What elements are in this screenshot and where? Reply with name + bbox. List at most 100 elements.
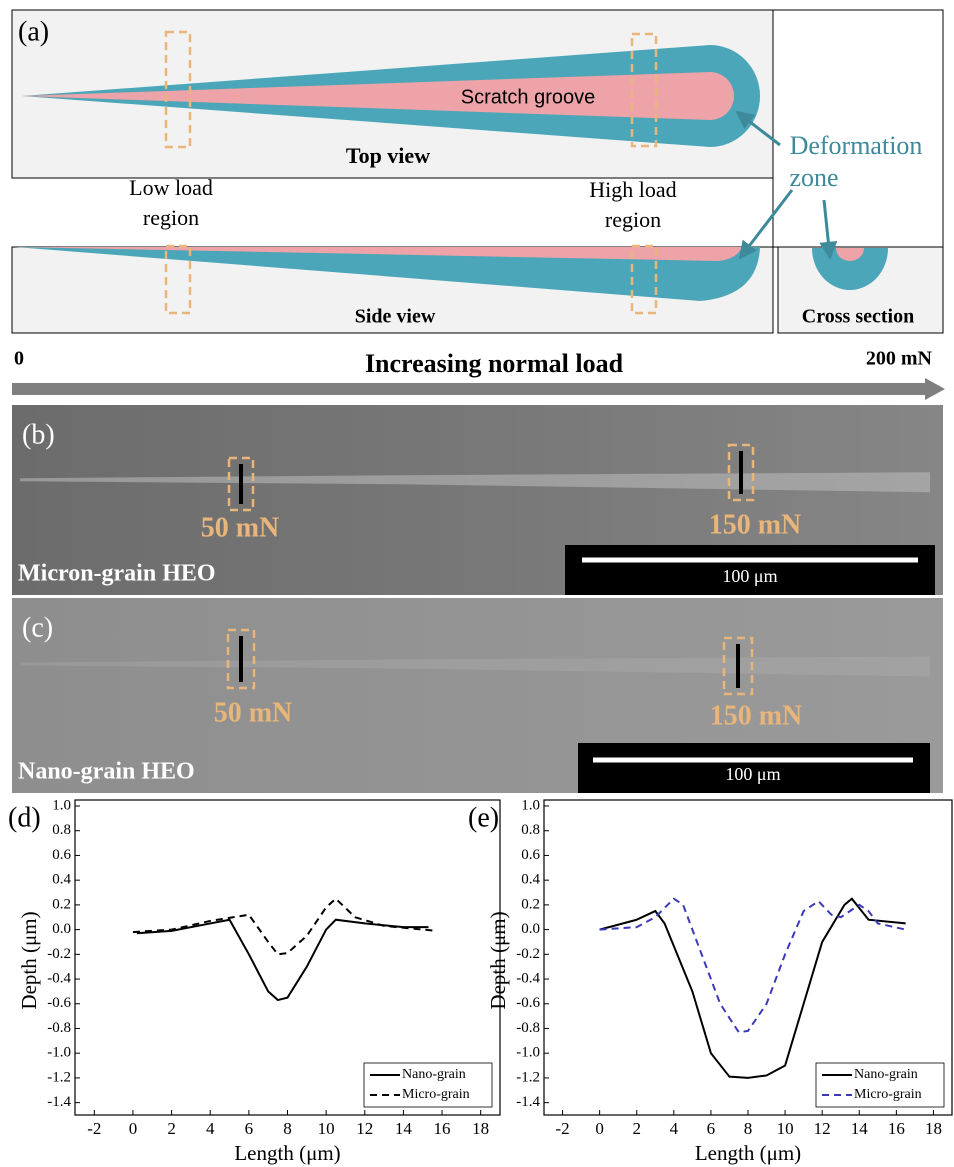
sample-name: Nano-grain HEO bbox=[18, 759, 195, 785]
y-tick-label: 0.8 bbox=[521, 822, 540, 838]
panel-label: (c) bbox=[22, 612, 53, 643]
x-tick-label: 2 bbox=[167, 1119, 176, 1138]
y-tick-label: -1.4 bbox=[516, 1094, 540, 1110]
panel-label: (e) bbox=[468, 802, 499, 833]
data-line bbox=[132, 897, 437, 956]
micrograph: (b) 50 mN 150 mN Micron-grain HEO 100 μm bbox=[12, 405, 943, 595]
load-label: 50 mN bbox=[214, 697, 293, 728]
right-box bbox=[772, 9, 944, 248]
load-box bbox=[727, 443, 755, 502]
x-tick-label: 4 bbox=[206, 1119, 215, 1138]
x-tick-label: 18 bbox=[472, 1119, 489, 1138]
x-tick-label: 10 bbox=[318, 1119, 335, 1138]
scale-bar-label: 100 μm bbox=[722, 566, 777, 586]
scratch-track bbox=[20, 656, 930, 677]
y-tick-label: -1.0 bbox=[47, 1045, 71, 1061]
deformation-zone-side bbox=[15, 247, 760, 301]
x-tick-label: 0 bbox=[595, 1119, 604, 1138]
y-tick-label: 0.0 bbox=[52, 921, 71, 937]
groove-label: Scratch groove bbox=[461, 86, 596, 108]
scale-bar-bg bbox=[578, 743, 930, 793]
load-arrow bbox=[12, 378, 945, 400]
cross-section-label: Cross section bbox=[802, 306, 914, 328]
x-axis-label: Length (μm) bbox=[234, 1141, 340, 1165]
load-label: 50 mN bbox=[201, 512, 280, 543]
y-tick-label: 1.0 bbox=[521, 797, 540, 813]
legend-label: Micro-grain bbox=[854, 1087, 922, 1102]
load-label: 150 mN bbox=[710, 700, 803, 731]
y-axis-label: Depth (μm) bbox=[17, 911, 41, 1009]
y-tick-label: 0.2 bbox=[52, 896, 71, 912]
load-title: Increasing normal load bbox=[365, 349, 624, 378]
panel-label: (b) bbox=[22, 419, 55, 450]
y-tick-label: 0.8 bbox=[52, 822, 71, 838]
high-load-box bbox=[630, 32, 658, 148]
y-tick-label: -0.2 bbox=[47, 946, 71, 962]
data-line bbox=[599, 897, 906, 1079]
high-load-label: region bbox=[605, 207, 661, 232]
micrograph: (c) 50 mN 150 mN Nano-grain HEO 100 μm bbox=[12, 598, 943, 793]
load-axis: 0 Increasing normal load 200 mN bbox=[12, 348, 945, 400]
legend-box bbox=[363, 1062, 493, 1108]
legend-label: Micro-grain bbox=[402, 1087, 470, 1102]
x-tick-label: 14 bbox=[851, 1119, 869, 1138]
arrow bbox=[735, 110, 781, 147]
high-load-label: High load bbox=[589, 177, 676, 202]
x-tick-label: 16 bbox=[888, 1119, 905, 1138]
y-tick-label: -0.8 bbox=[516, 1020, 540, 1036]
data-line bbox=[136, 918, 429, 1002]
x-tick-label: 6 bbox=[707, 1119, 716, 1138]
y-tick-label: -0.4 bbox=[516, 970, 540, 986]
chart: 1.0 0.8 0.6 0.4 0.2 0.0 -0.2 -0.4 -0.6 -0.8 -1.0 -1… bbox=[468, 797, 953, 1165]
y-tick-label: 0.6 bbox=[521, 847, 540, 863]
x-tick-label: 16 bbox=[434, 1119, 451, 1138]
side-view-label: Side view bbox=[355, 306, 436, 328]
x-tick-label: 14 bbox=[395, 1119, 413, 1138]
y-tick-label: -0.6 bbox=[516, 995, 540, 1011]
deformation-label: Deformation bbox=[790, 131, 923, 160]
y-tick-label: -1.2 bbox=[47, 1069, 71, 1085]
legend-label: Nano-grain bbox=[402, 1067, 466, 1082]
legend-box bbox=[815, 1062, 945, 1108]
y-tick-label: 1.0 bbox=[52, 797, 71, 813]
x-tick-label: 0 bbox=[129, 1119, 138, 1138]
load-box bbox=[226, 628, 256, 690]
load-end: 200 mN bbox=[866, 348, 933, 370]
x-tick-label: 8 bbox=[283, 1119, 292, 1138]
y-tick-label: 0.6 bbox=[52, 847, 71, 863]
low-load-box bbox=[164, 30, 192, 149]
chart: 1.0 0.8 0.6 0.4 0.2 0.0 -0.2 -0.4 -0.6 -0.8 -1.0 -1… bbox=[8, 797, 501, 1165]
scale-bar-bg bbox=[565, 545, 935, 595]
y-tick-label: -0.4 bbox=[47, 970, 71, 986]
panel-label: (d) bbox=[8, 802, 41, 833]
load-start: 0 bbox=[14, 348, 24, 370]
y-tick-label: 0.4 bbox=[52, 872, 71, 888]
arrow bbox=[738, 189, 794, 260]
sample-name: Micron-grain HEO bbox=[18, 561, 216, 587]
x-axis-label: Length (μm) bbox=[695, 1141, 801, 1165]
low-load-label: Low load bbox=[129, 175, 213, 200]
x-tick-label: 6 bbox=[245, 1119, 254, 1138]
arrow bbox=[819, 199, 838, 260]
x-tick-label: -2 bbox=[555, 1119, 569, 1138]
y-tick-label: -1.4 bbox=[47, 1094, 71, 1110]
groove-side bbox=[15, 247, 742, 261]
low-load-label: region bbox=[143, 205, 199, 230]
top-view-label: Top view bbox=[346, 143, 430, 168]
load-box bbox=[722, 636, 754, 696]
load-label: 150 mN bbox=[709, 509, 802, 540]
x-tick-label: 4 bbox=[670, 1119, 679, 1138]
low-load-box bbox=[164, 244, 192, 315]
scale-bar-label: 100 μm bbox=[725, 764, 780, 784]
panel-a: (a) Scratch groove Top view Low load reg… bbox=[11, 9, 944, 334]
y-tick-label: 0.0 bbox=[521, 921, 540, 937]
high-load-box bbox=[630, 244, 658, 315]
y-tick-label: -0.2 bbox=[516, 946, 540, 962]
x-tick-label: 8 bbox=[744, 1119, 753, 1138]
y-tick-label: 0.4 bbox=[521, 872, 540, 888]
y-axis-label: Depth (μm) bbox=[486, 911, 510, 1009]
x-tick-label: 12 bbox=[356, 1119, 373, 1138]
data-line bbox=[599, 897, 906, 1034]
x-tick-label: 2 bbox=[632, 1119, 641, 1138]
